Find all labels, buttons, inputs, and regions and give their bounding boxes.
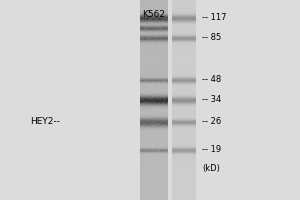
Text: K562: K562 <box>142 10 166 19</box>
Text: -- 48: -- 48 <box>202 75 221 84</box>
Text: HEY2--: HEY2-- <box>30 117 60 127</box>
Text: -- 26: -- 26 <box>202 117 221 127</box>
Text: -- 117: -- 117 <box>202 14 226 22</box>
Text: -- 19: -- 19 <box>202 146 221 154</box>
Text: -- 34: -- 34 <box>202 96 221 104</box>
Text: -- 85: -- 85 <box>202 33 221 43</box>
Text: (kD): (kD) <box>202 164 220 172</box>
